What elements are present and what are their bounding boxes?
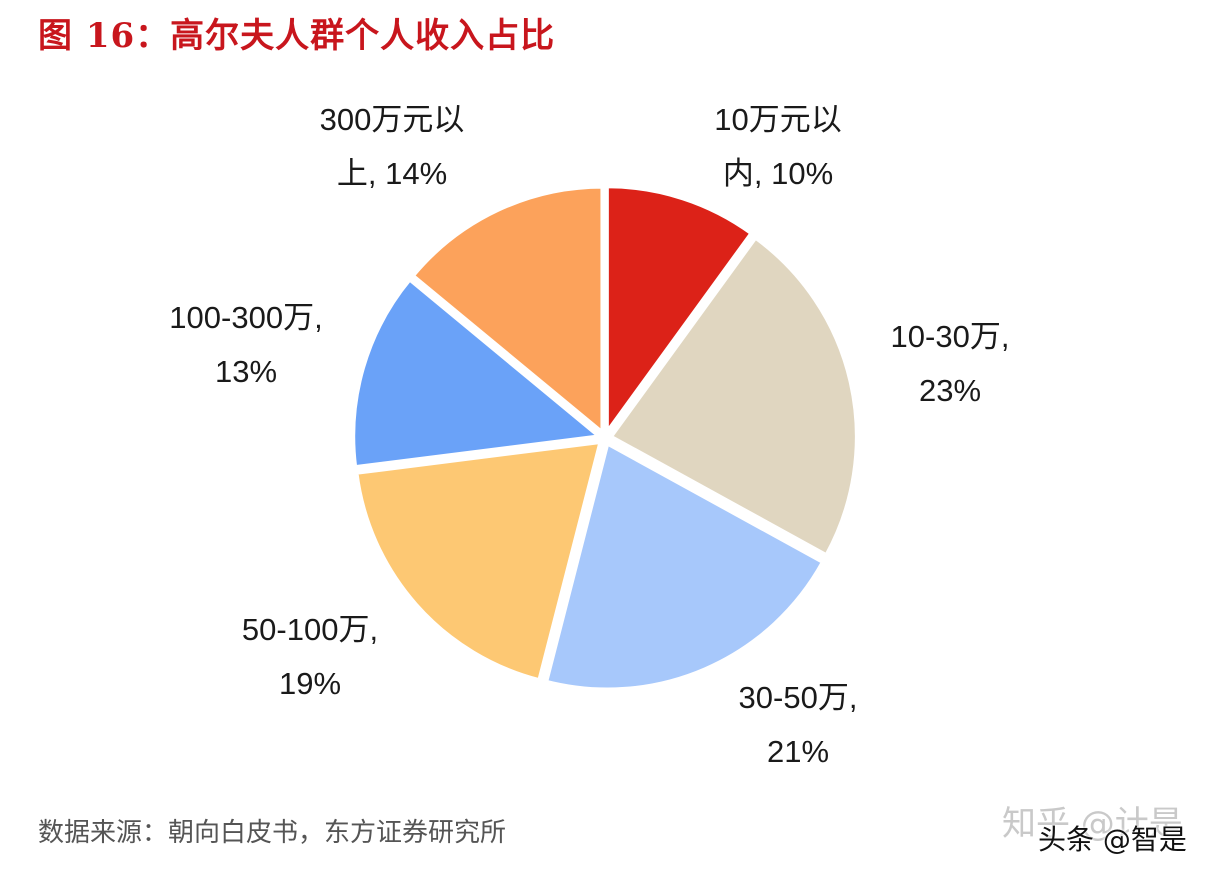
slice-label-5: 100-300万, 13%	[169, 300, 322, 389]
pie-slices	[351, 184, 859, 692]
slice-label-line: 19%	[279, 666, 341, 701]
pie-slice-3	[544, 441, 825, 692]
slice-label-line: 30-50万,	[739, 680, 858, 715]
pie-slice-2	[608, 235, 859, 558]
slice-label-6: 300万元以上, 14%	[320, 102, 465, 191]
slice-label-line: 21%	[767, 734, 829, 769]
slice-label-4: 50-100万, 19%	[242, 612, 378, 701]
pie-slice-4	[354, 439, 603, 683]
slice-label-line: 50-100万,	[242, 612, 378, 647]
slice-label-line: 23%	[919, 373, 981, 408]
source-note: 数据来源：朝向白皮书，东方证券研究所	[38, 818, 507, 848]
slice-label-2: 10-30万, 23%	[891, 319, 1010, 408]
slice-label-line: 10-30万,	[891, 319, 1010, 354]
pie-slice-6	[410, 184, 605, 435]
pie-slice-5	[351, 277, 602, 470]
slice-label-line: 内, 10%	[723, 156, 833, 191]
slice-label-line: 10万元以	[714, 102, 841, 137]
slice-label-line: 上, 14%	[337, 156, 447, 191]
slice-label-line: 13%	[215, 354, 277, 389]
slice-label-1: 10万元以内, 10%	[714, 102, 841, 191]
pie-slice-1	[604, 184, 754, 435]
slice-label-line: 300万元以	[320, 102, 465, 137]
pie-labels: 10万元以内, 10% 10-30万, 23% 30-50万, 21% 50-100万, 1…	[169, 102, 1009, 769]
slice-label-3: 30-50万, 21%	[739, 680, 858, 769]
chart-title: 图 16：高尔夫人群个人收入占比	[38, 16, 556, 56]
watermark-toutiao: 头条 @智是	[1038, 823, 1187, 856]
slice-label-line: 100-300万,	[169, 300, 322, 335]
watermark-zhihu: 知乎 @计是	[1002, 804, 1183, 844]
